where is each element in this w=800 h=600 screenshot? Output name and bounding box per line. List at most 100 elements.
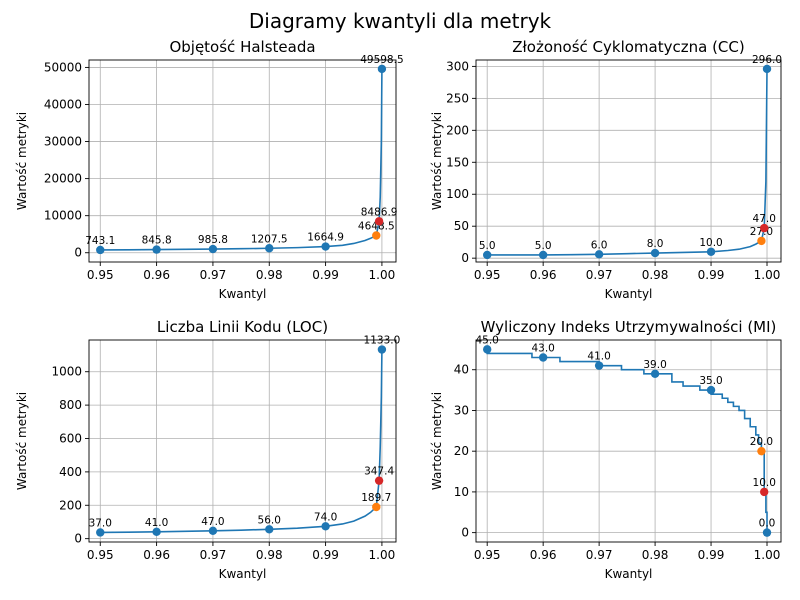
y-tick-label-1: 10 xyxy=(454,485,469,499)
y-tick-label-3: 30000 xyxy=(44,135,82,149)
quantile-point-3 xyxy=(265,525,274,534)
y-tick-label-2: 400 xyxy=(59,465,82,479)
x-tick-label-3: 0.98 xyxy=(642,268,669,282)
y-tick-label-1: 50 xyxy=(454,219,469,233)
y-tick-label-0: 0 xyxy=(74,532,82,546)
point-label-6: 347.4 xyxy=(364,466,394,478)
quantile-point-4 xyxy=(321,242,330,251)
y-tick-label-4: 40 xyxy=(454,363,469,377)
x-tick-label-3: 0.98 xyxy=(642,548,669,562)
quantile-point-0 xyxy=(96,245,105,255)
y-tick-label-1: 10000 xyxy=(44,209,82,223)
quantile-point-0 xyxy=(482,250,492,260)
quantile-point-7 xyxy=(762,528,772,537)
quantile-point-5 xyxy=(757,446,766,456)
point-label-2: 41.0 xyxy=(587,351,610,363)
x-tick-label-1: 0.96 xyxy=(143,268,170,282)
x-tick-label-4: 0.99 xyxy=(312,548,339,562)
x-axis-label: Kwantyl xyxy=(219,287,267,301)
x-tick-label-3: 0.98 xyxy=(256,548,283,562)
point-label-0: 5.0 xyxy=(479,240,496,252)
quantile-point-7 xyxy=(762,64,772,74)
y-tick-label-3: 600 xyxy=(59,431,82,445)
y-tick-label-0: 0 xyxy=(461,526,469,540)
point-label-3: 56.0 xyxy=(258,514,281,526)
point-label-5: 20.0 xyxy=(750,436,773,448)
y-tick-label-1: 200 xyxy=(59,498,82,512)
x-axis-label: Kwantyl xyxy=(219,567,267,581)
x-axis-label: Kwantyl xyxy=(605,567,653,581)
point-label-6: 8486.9 xyxy=(361,206,398,218)
y-axis-label: Wartość metryki xyxy=(430,112,444,210)
point-label-6: 10.0 xyxy=(753,477,776,489)
point-label-7: 0.0 xyxy=(759,518,776,530)
y-tick-label-2: 20000 xyxy=(44,172,82,186)
quantile-point-1 xyxy=(152,527,161,537)
point-label-1: 41.0 xyxy=(145,517,168,529)
point-label-2: 47.0 xyxy=(201,516,224,528)
quantile-point-2 xyxy=(594,361,604,370)
point-label-3: 8.0 xyxy=(647,238,664,250)
quantile-point-3 xyxy=(650,248,660,258)
chart-title: Liczba Linii Kodu (LOC) xyxy=(157,318,328,336)
y-tick-label-4: 200 xyxy=(446,123,469,137)
point-label-4: 35.0 xyxy=(699,375,722,387)
x-axis-label: Kwantyl xyxy=(605,287,653,301)
quantile-point-5 xyxy=(372,502,381,512)
quantile-point-6 xyxy=(374,217,384,226)
y-tick-label-5: 250 xyxy=(446,91,469,105)
y-tick-label-4: 40000 xyxy=(44,97,82,111)
y-tick-label-3: 150 xyxy=(446,155,469,169)
x-tick-label-5: 1.00 xyxy=(369,268,396,282)
point-label-3: 39.0 xyxy=(643,359,666,371)
point-label-2: 985.8 xyxy=(198,234,228,246)
point-label-1: 845.8 xyxy=(142,235,172,247)
y-axis-label: Wartość metryki xyxy=(15,392,29,490)
quantile-point-0 xyxy=(96,528,105,537)
point-label-6: 47.0 xyxy=(753,213,776,225)
quantile-point-1 xyxy=(538,250,548,260)
quantile-point-4 xyxy=(706,247,716,256)
y-tick-label-5: 50000 xyxy=(44,60,82,74)
point-label-0: 37.0 xyxy=(89,517,112,529)
y-tick-label-6: 300 xyxy=(446,59,469,73)
y-tick-label-5: 1000 xyxy=(51,365,82,379)
quantile-point-7 xyxy=(377,64,387,74)
axes-frame xyxy=(475,339,782,543)
y-tick-label-3: 30 xyxy=(454,403,469,417)
x-tick-label-2: 0.97 xyxy=(586,548,613,562)
quantile-point-4 xyxy=(321,522,330,531)
axes-frame xyxy=(475,59,782,263)
point-label-7: 1133.0 xyxy=(364,335,401,347)
quantile-point-5 xyxy=(757,236,766,246)
point-label-2: 6.0 xyxy=(591,239,608,251)
x-tick-label-0: 0.95 xyxy=(87,268,114,282)
quantile-point-2 xyxy=(208,244,218,254)
quantile-curve xyxy=(486,349,768,533)
x-tick-label-4: 0.99 xyxy=(698,268,725,282)
quantile-point-1 xyxy=(152,245,161,254)
x-tick-label-2: 0.97 xyxy=(200,548,227,562)
y-axis-label: Wartość metryki xyxy=(430,392,444,490)
quantile-curve xyxy=(100,349,383,534)
quantile-point-2 xyxy=(594,250,604,259)
chart-title: Objętość Halsteada xyxy=(169,38,315,56)
y-tick-label-0: 0 xyxy=(461,251,469,265)
quantile-point-0 xyxy=(482,345,492,354)
point-label-5: 189.7 xyxy=(361,492,391,504)
point-label-3: 1207.5 xyxy=(251,233,288,245)
y-tick-label-2: 100 xyxy=(446,187,469,201)
x-tick-label-0: 0.95 xyxy=(474,548,501,562)
x-tick-label-0: 0.95 xyxy=(87,548,114,562)
quantile-point-1 xyxy=(538,353,548,362)
x-tick-label-0: 0.95 xyxy=(474,268,501,282)
y-axis-label: Wartość metryki xyxy=(15,112,29,210)
quantile-point-5 xyxy=(372,231,381,240)
quantile-point-7 xyxy=(377,345,387,354)
axes-frame xyxy=(88,59,397,263)
quantile-point-4 xyxy=(706,385,716,395)
point-label-4: 10.0 xyxy=(699,237,722,249)
quantile-point-6 xyxy=(760,487,769,497)
